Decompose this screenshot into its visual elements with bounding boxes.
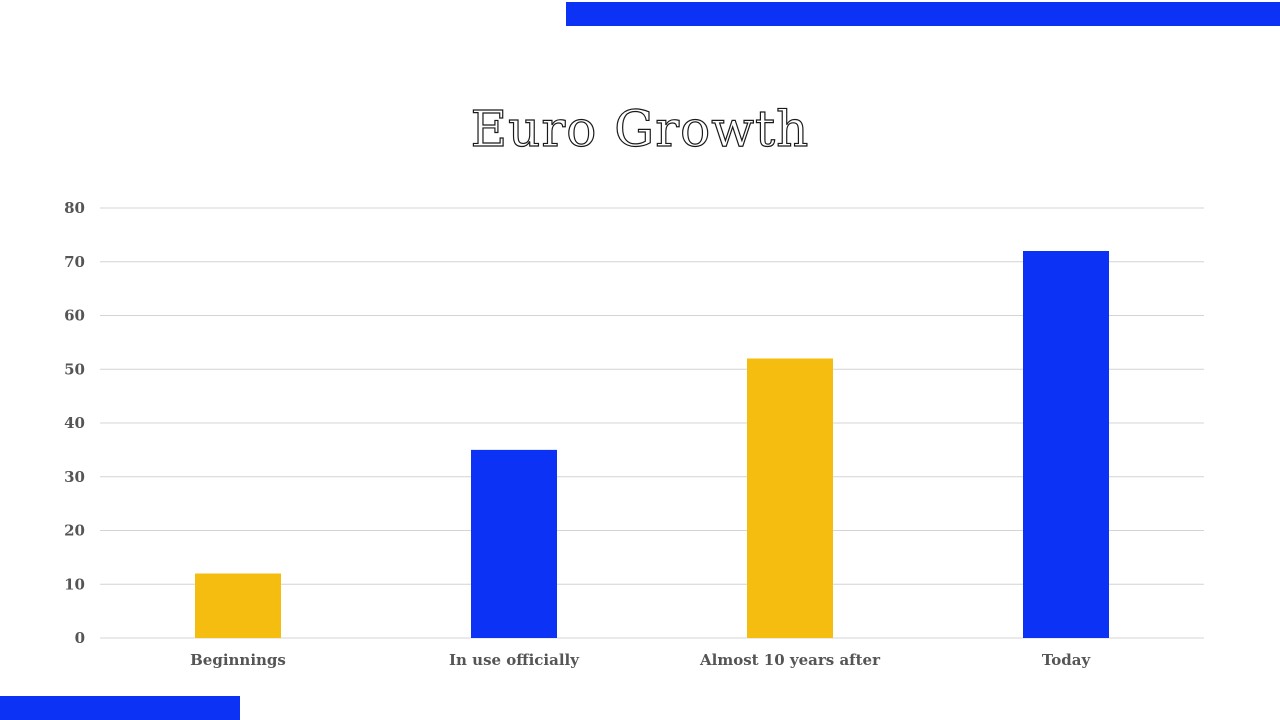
x-category-label: Beginnings [190, 651, 286, 669]
y-tick-label: 50 [64, 360, 85, 378]
y-tick-label: 70 [64, 253, 85, 271]
x-category-label: Today [1042, 651, 1092, 669]
top-accent-bar [566, 2, 1280, 26]
y-tick-label: 30 [64, 468, 85, 486]
bottom-accent-bar [0, 696, 240, 720]
y-tick-label: 40 [64, 414, 85, 432]
bar-beginnings [195, 573, 281, 638]
bar-almost-10-years-after [747, 358, 833, 638]
bar-in-use-officially [471, 449, 557, 638]
bar-today [1023, 251, 1109, 638]
y-tick-label: 0 [75, 629, 85, 647]
y-tick-label: 10 [64, 575, 85, 593]
chart-title: Euro Growth [470, 99, 810, 158]
y-tick-label: 60 [64, 307, 85, 325]
y-tick-label: 20 [64, 522, 85, 540]
x-category-label: Almost 10 years after [699, 651, 881, 669]
x-category-label: In use officially [449, 651, 580, 669]
y-tick-label: 80 [64, 199, 85, 217]
